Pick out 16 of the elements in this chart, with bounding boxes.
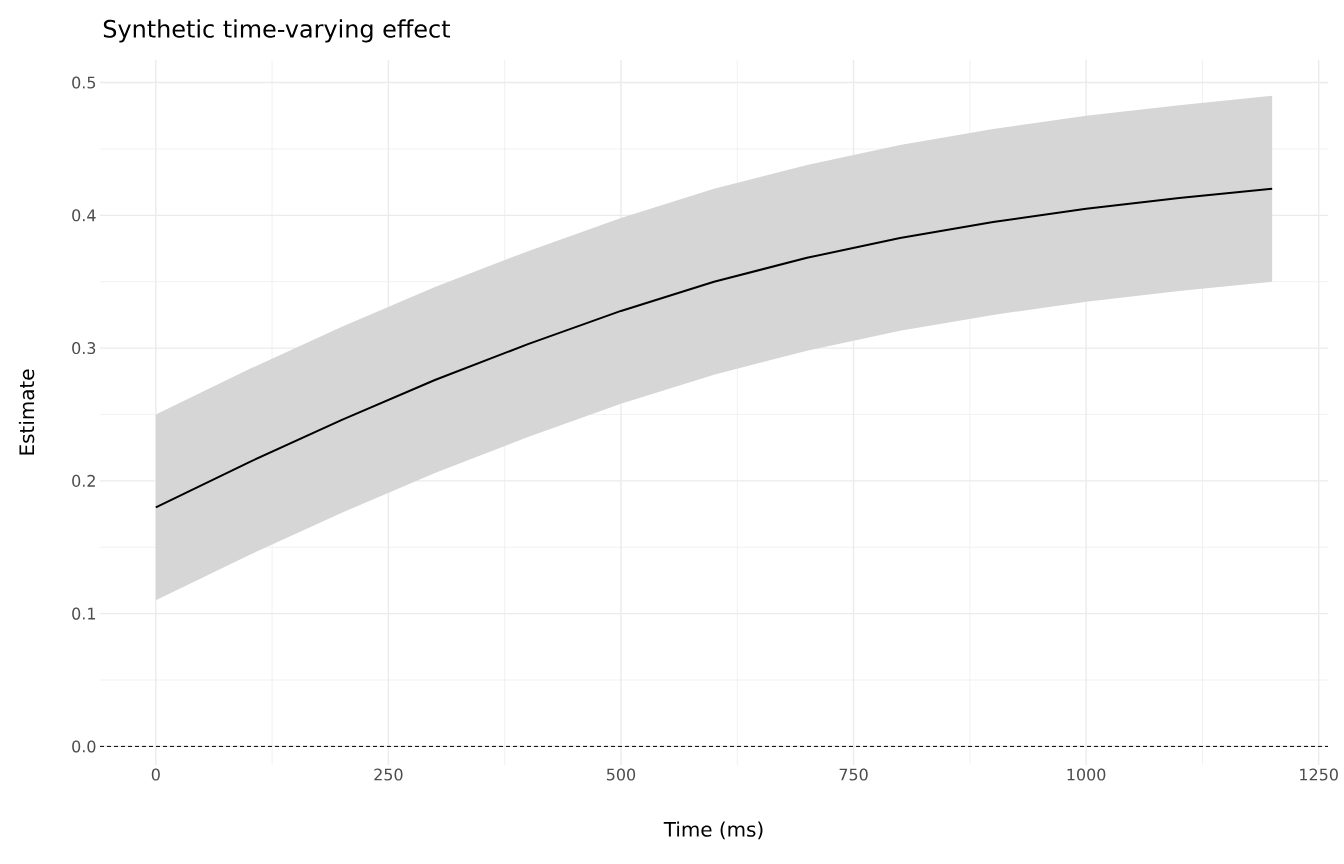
x-tick-label: 500 (606, 768, 636, 781)
x-axis-title: Time (ms) (663, 821, 763, 840)
x-tick-label: 0 (151, 768, 160, 781)
y-tick-label: 0.4 (72, 209, 96, 222)
y-tick-label: 0.0 (72, 740, 96, 753)
chart-title: Synthetic time-varying effect (103, 19, 450, 43)
y-tick-label: 0.2 (72, 474, 95, 487)
x-tick-label: 1000 (1067, 768, 1106, 781)
x-tick-label: 1250 (1300, 768, 1338, 781)
y-axis-title: Estimate (18, 369, 35, 455)
y-tick-label: 0.3 (72, 342, 96, 355)
x-tick-label: 750 (839, 768, 868, 781)
line-series (154, 187, 1274, 509)
y-tick-label: 0.1 (72, 607, 96, 620)
y-tick-label: 0.5 (72, 76, 96, 89)
x-tick-label: 250 (374, 768, 403, 781)
